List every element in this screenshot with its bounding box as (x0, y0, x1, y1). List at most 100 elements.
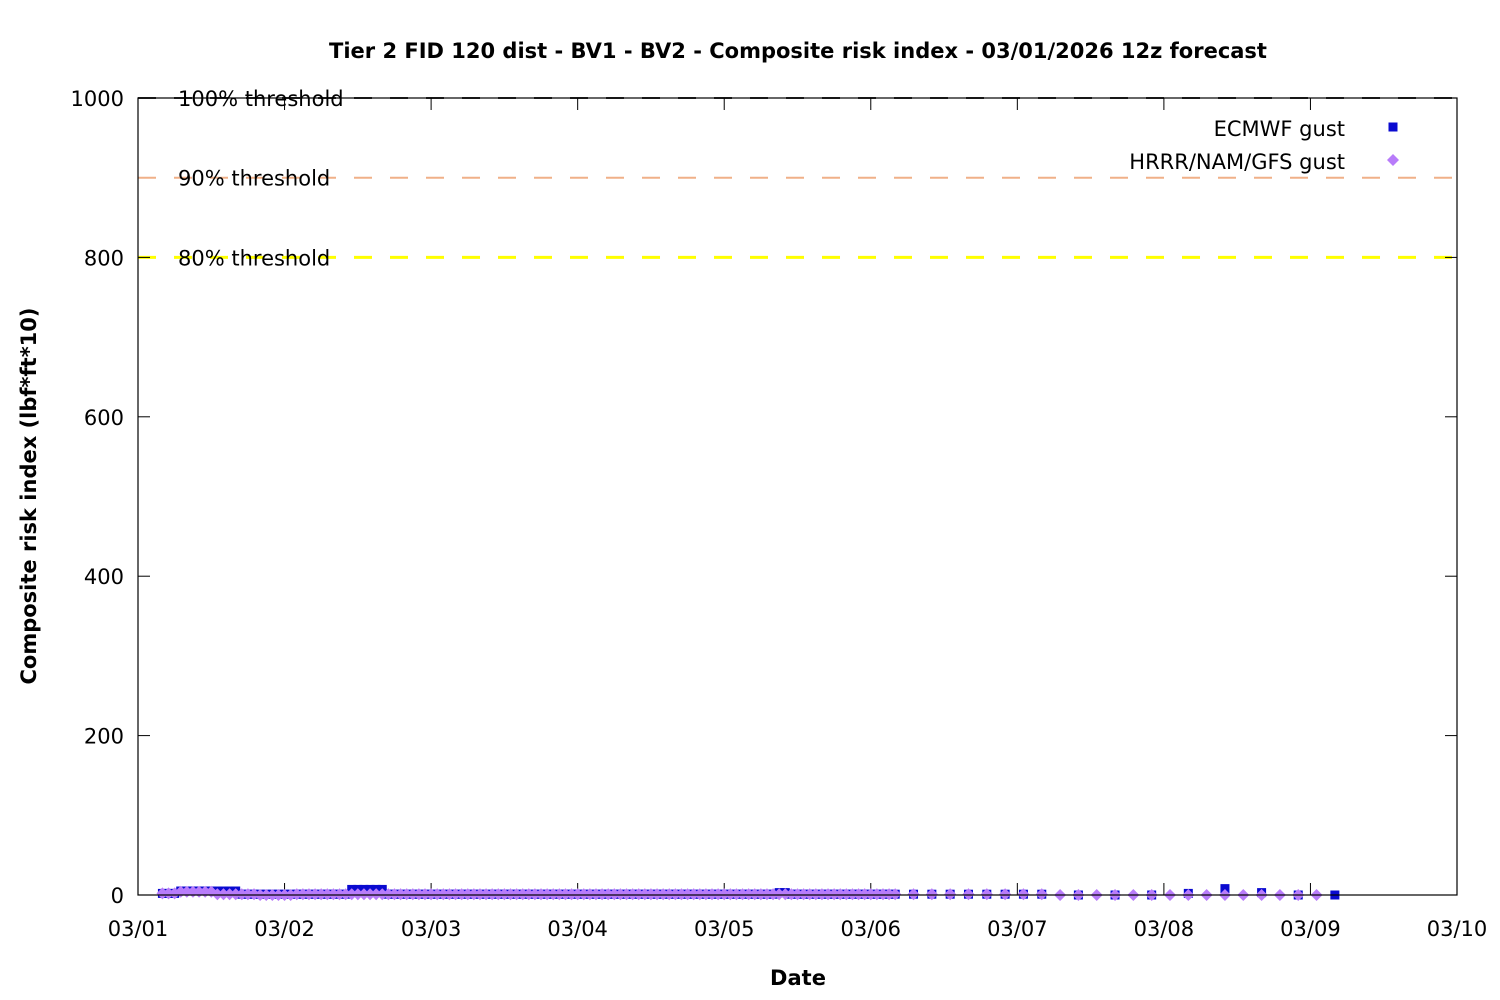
data-point (467, 888, 480, 901)
data-point (498, 888, 511, 901)
data-point (327, 888, 340, 901)
data-point (883, 888, 896, 901)
data-point (797, 888, 810, 901)
data-point (1017, 888, 1030, 901)
data-point (400, 888, 413, 901)
data-point (644, 888, 657, 901)
data-point (614, 888, 627, 901)
data-point (815, 888, 828, 901)
data-point (492, 888, 505, 901)
legend-label-ecmwf: ECMWF gust (1214, 117, 1345, 141)
data-point (748, 888, 761, 901)
data-point (730, 888, 743, 901)
data-point (443, 888, 456, 901)
data-point (699, 888, 712, 901)
data-point (431, 888, 444, 901)
x-tick-label: 03/03 (401, 917, 462, 941)
x-axis-label: Date (770, 966, 826, 990)
data-point (382, 888, 395, 901)
data-point (248, 888, 261, 901)
threshold-label: 90% threshold (178, 167, 330, 191)
data-point (785, 888, 798, 901)
x-tick-label: 03/07 (987, 917, 1048, 941)
data-point (571, 888, 584, 901)
data-point (577, 888, 590, 901)
data-point (302, 888, 315, 901)
legend-marker-diamond (1387, 154, 1399, 166)
data-point (223, 888, 236, 901)
data-point (773, 888, 786, 901)
data-point (779, 888, 792, 901)
y-tick-label: 400 (84, 565, 124, 589)
data-point (315, 888, 328, 901)
data-point (455, 888, 468, 901)
y-tick-label: 600 (84, 406, 124, 430)
data-point (388, 888, 401, 901)
x-tick-label: 03/05 (694, 917, 755, 941)
data-point (309, 888, 322, 901)
data-point (217, 888, 230, 901)
data-point (510, 888, 523, 901)
data-point (602, 888, 615, 901)
data-point (687, 888, 700, 901)
data-point (1220, 884, 1230, 894)
data-point (980, 888, 993, 901)
data-point (559, 888, 572, 901)
legend: ECMWF gust HRRR/NAM/GFS gust (1129, 117, 1399, 174)
y-tick-label: 200 (84, 725, 124, 749)
data-point (589, 888, 602, 901)
data-point (596, 888, 609, 901)
data-point (425, 888, 438, 901)
data-point (162, 887, 175, 900)
data-point (321, 888, 334, 901)
data-point (638, 888, 651, 901)
x-tick-label: 03/10 (1427, 917, 1488, 941)
data-point (541, 888, 554, 901)
data-point (235, 888, 248, 901)
data-point (290, 888, 303, 901)
data-point (553, 888, 566, 901)
data-point (296, 888, 309, 901)
data-point (760, 888, 773, 901)
data-point (547, 888, 560, 901)
threshold-lines: 100% threshold 90% threshold 80% threshold (138, 87, 1457, 270)
y-tick-label: 800 (84, 246, 124, 270)
data-point (1035, 888, 1048, 901)
data-point (620, 888, 633, 901)
threshold-label: 100% threshold (178, 87, 344, 111)
data-point (718, 888, 731, 901)
data-point (229, 888, 242, 901)
data-point (608, 888, 621, 901)
data-point (632, 888, 645, 901)
data-point (657, 888, 670, 901)
legend-label-hrrr: HRRR/NAM/GFS gust (1129, 150, 1345, 174)
data-point (419, 888, 432, 901)
data-point (333, 888, 346, 901)
data-point (241, 888, 254, 901)
data-point (681, 888, 694, 901)
data-point (962, 888, 975, 901)
data-point (461, 888, 474, 901)
data-point (449, 888, 462, 901)
data-point (370, 888, 383, 901)
x-tick-label: 03/06 (841, 917, 902, 941)
data-point (486, 888, 499, 901)
data-point (876, 888, 889, 901)
data-points (156, 884, 1340, 901)
axis-ticks: 0 200 400 600 800 1000 03/01 03/02 03/03 03/04 03/… (71, 87, 1488, 941)
data-point (528, 888, 541, 901)
data-point (852, 888, 865, 901)
data-point (504, 888, 517, 901)
chart-title: Tier 2 FID 120 dist - BV1 - BV2 - Compos… (329, 39, 1267, 63)
data-point (870, 888, 883, 901)
data-point (809, 888, 822, 901)
data-point (516, 888, 529, 901)
data-point (834, 888, 847, 901)
data-point (437, 888, 450, 901)
data-point (925, 888, 938, 901)
data-point (412, 888, 425, 901)
data-point (999, 888, 1012, 901)
data-point (357, 888, 370, 901)
data-point (651, 888, 664, 901)
series-hrrr-nam-gfs (156, 885, 1323, 901)
